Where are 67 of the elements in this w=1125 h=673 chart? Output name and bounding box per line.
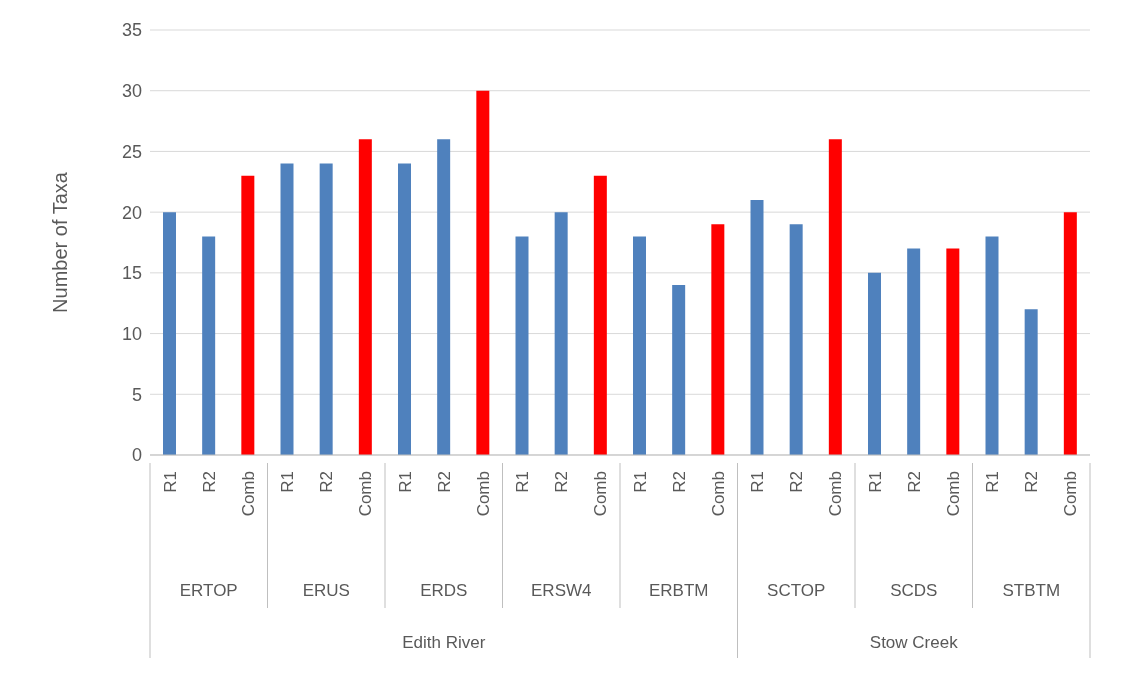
bar	[476, 90, 490, 455]
bar	[711, 224, 725, 455]
text: SCDS	[890, 581, 938, 600]
y-tick-label: 0	[131, 445, 142, 466]
text: ERUS	[302, 581, 350, 600]
y-tick-label: 5	[131, 384, 142, 405]
bar	[280, 163, 294, 455]
bar	[593, 175, 607, 455]
x-tick-label: Comb	[826, 471, 846, 517]
bar	[163, 212, 176, 455]
x-tick-label: R2	[199, 471, 219, 493]
bar	[515, 236, 529, 455]
x-tick-label: Comb	[238, 471, 258, 517]
x-tick-label: Comb	[943, 471, 963, 517]
bar	[985, 236, 999, 455]
x-tick-label: R1	[630, 471, 650, 493]
bar	[202, 236, 216, 455]
bar	[437, 139, 451, 455]
text: SCTOP	[767, 581, 826, 600]
bar	[319, 163, 333, 455]
y-tick-label: 35	[121, 20, 142, 41]
text: ERDS	[420, 581, 468, 600]
x-tick-label: R1	[513, 471, 533, 493]
text: ERBTM	[649, 581, 709, 600]
text: ERSW4	[531, 581, 592, 600]
x-tick-label: R1	[395, 471, 415, 493]
x-tick-label: R1	[748, 471, 768, 493]
x-tick-label: R2	[669, 471, 689, 493]
x-tick-label: R2	[787, 471, 807, 493]
bar	[358, 139, 372, 455]
bar	[1024, 309, 1038, 455]
bar	[946, 248, 960, 455]
x-tick-label: R2	[552, 471, 572, 493]
x-tick-label: R1	[160, 471, 180, 493]
x-tick-label: Comb	[591, 471, 611, 517]
bar	[633, 236, 646, 455]
x-tick-label: R2	[317, 471, 337, 493]
bar	[828, 139, 842, 455]
bar	[554, 212, 568, 455]
text: ERTOP	[179, 581, 238, 600]
bar	[241, 175, 255, 455]
text: Stow Creek	[869, 633, 959, 652]
bar	[868, 272, 881, 455]
x-tick-label: R2	[1022, 471, 1042, 493]
bar	[907, 248, 921, 455]
y-tick-label: 20	[121, 202, 142, 223]
x-tick-label: Comb	[1061, 471, 1081, 517]
x-tick-label: R1	[865, 471, 885, 493]
x-tick-label: R1	[983, 471, 1003, 493]
bar	[789, 224, 803, 455]
bar	[398, 163, 411, 455]
y-axis-title: Number of Taxa	[49, 171, 72, 313]
x-tick-label: Comb	[356, 471, 376, 517]
x-tick-label: R2	[434, 471, 454, 493]
y-tick-label: 30	[121, 81, 142, 102]
bar	[750, 200, 764, 455]
x-tick-label: R1	[278, 471, 298, 493]
x-tick-label: R2	[904, 471, 924, 493]
y-tick-label: 25	[121, 141, 142, 162]
text: Edith River	[402, 633, 486, 652]
y-tick-label: 15	[121, 263, 142, 284]
y-tick-label: 10	[121, 323, 142, 344]
x-tick-label: Comb	[473, 471, 493, 517]
x-tick-label: Comb	[708, 471, 728, 517]
bar	[1063, 212, 1077, 455]
text: STBTM	[1002, 581, 1061, 600]
bar	[672, 285, 686, 455]
